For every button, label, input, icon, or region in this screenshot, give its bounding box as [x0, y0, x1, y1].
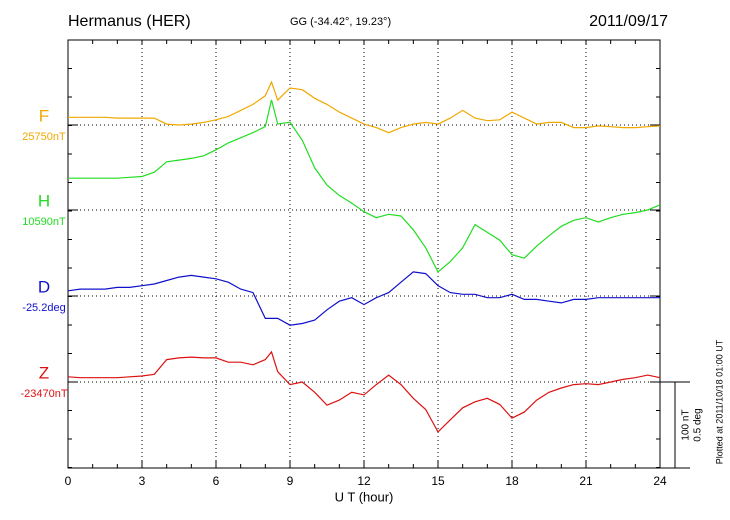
series-baseline: -23470nT	[20, 388, 67, 400]
x-tick-label: 18	[505, 474, 519, 488]
series-line	[67, 271, 660, 326]
series-baseline: 25750nT	[22, 131, 66, 143]
x-tick-label: 24	[653, 474, 667, 488]
x-tick-label: 15	[431, 474, 445, 488]
series-name: Z	[39, 363, 49, 382]
series-line	[68, 99, 661, 273]
x-axis-label: U T (hour)	[335, 489, 394, 504]
scale-label: 0.5 deg	[693, 408, 704, 441]
x-tick-label: 3	[139, 474, 146, 488]
x-tick-label: 9	[287, 474, 294, 488]
chart-date: 2011/09/17	[589, 13, 668, 30]
series-baseline: 10590nT	[22, 216, 66, 228]
scale-label: 100 nT	[681, 409, 692, 440]
series-name: H	[38, 191, 50, 210]
chart-title: Hermanus (HER)	[68, 13, 191, 30]
x-tick-label: 21	[579, 474, 593, 488]
series-line	[67, 350, 661, 433]
x-tick-label: 6	[213, 474, 220, 488]
series-baseline: -25.2deg	[22, 302, 65, 314]
series-line	[68, 80, 661, 134]
series-name: F	[39, 106, 49, 125]
series-name: D	[38, 277, 50, 296]
x-tick-label: 0	[65, 474, 72, 488]
footer: Plotted at 2011/10/18 01:00 UT	[714, 339, 724, 464]
x-tick-label: 12	[357, 474, 371, 488]
chart-subtitle: GG (-34.42°, 19.23°)	[290, 16, 391, 28]
